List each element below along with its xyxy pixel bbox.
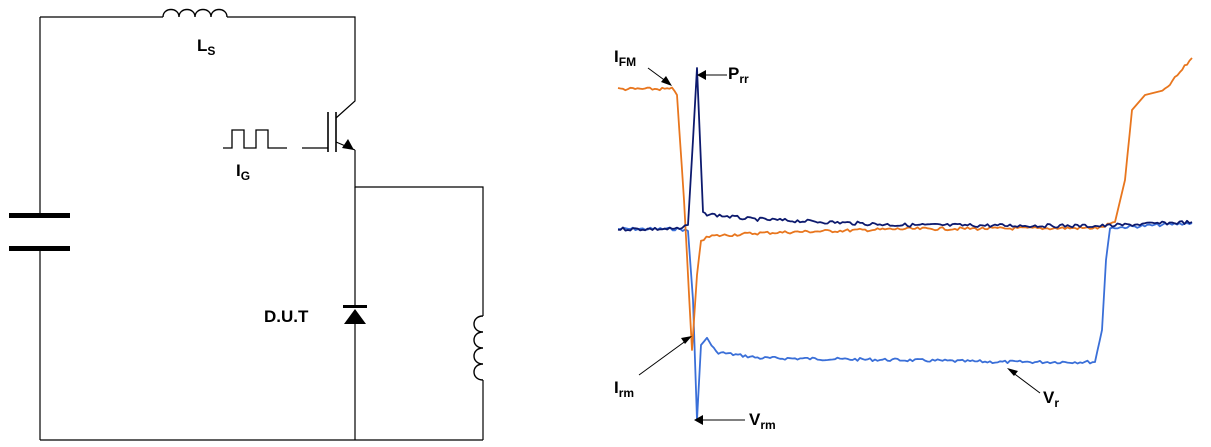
vrm-label: Vrm <box>749 410 776 432</box>
waveform-plot: IFM Prr Irm Vrm Vr <box>614 47 1193 432</box>
load-inductor-icon <box>473 315 484 381</box>
dut-label: D.U.T <box>264 307 309 326</box>
test-circuit <box>39 8 484 441</box>
prr-label: Prr <box>728 64 749 86</box>
gate-current-label: IG <box>236 161 250 183</box>
vrm-arrow-icon <box>694 415 703 425</box>
gate-pulse-icon <box>223 129 287 149</box>
ifm-label: IFM <box>614 47 636 69</box>
vr-label: Vr <box>1043 388 1059 410</box>
irm-pointer-line <box>638 339 688 376</box>
ifm-arrow-icon <box>661 76 672 86</box>
wire-emitter-node <box>354 150 484 316</box>
igbt-emitter-arrow-icon <box>342 139 354 150</box>
diode-dut-icon <box>343 305 367 324</box>
irm-label: Irm <box>614 378 634 400</box>
inductor-ls-label: LS <box>197 36 215 58</box>
irm-arrow-icon <box>681 336 692 344</box>
wire-top-right <box>227 16 356 80</box>
capacitor-icon <box>9 213 70 251</box>
prr-arrow-icon <box>697 70 706 80</box>
voltage-trace <box>617 222 1193 421</box>
inductor-ls-icon <box>162 8 228 18</box>
current-trace <box>617 57 1193 351</box>
power-trace <box>617 67 1193 232</box>
vr-pointer-line <box>1011 371 1041 394</box>
vr-arrow-icon <box>1007 368 1018 376</box>
